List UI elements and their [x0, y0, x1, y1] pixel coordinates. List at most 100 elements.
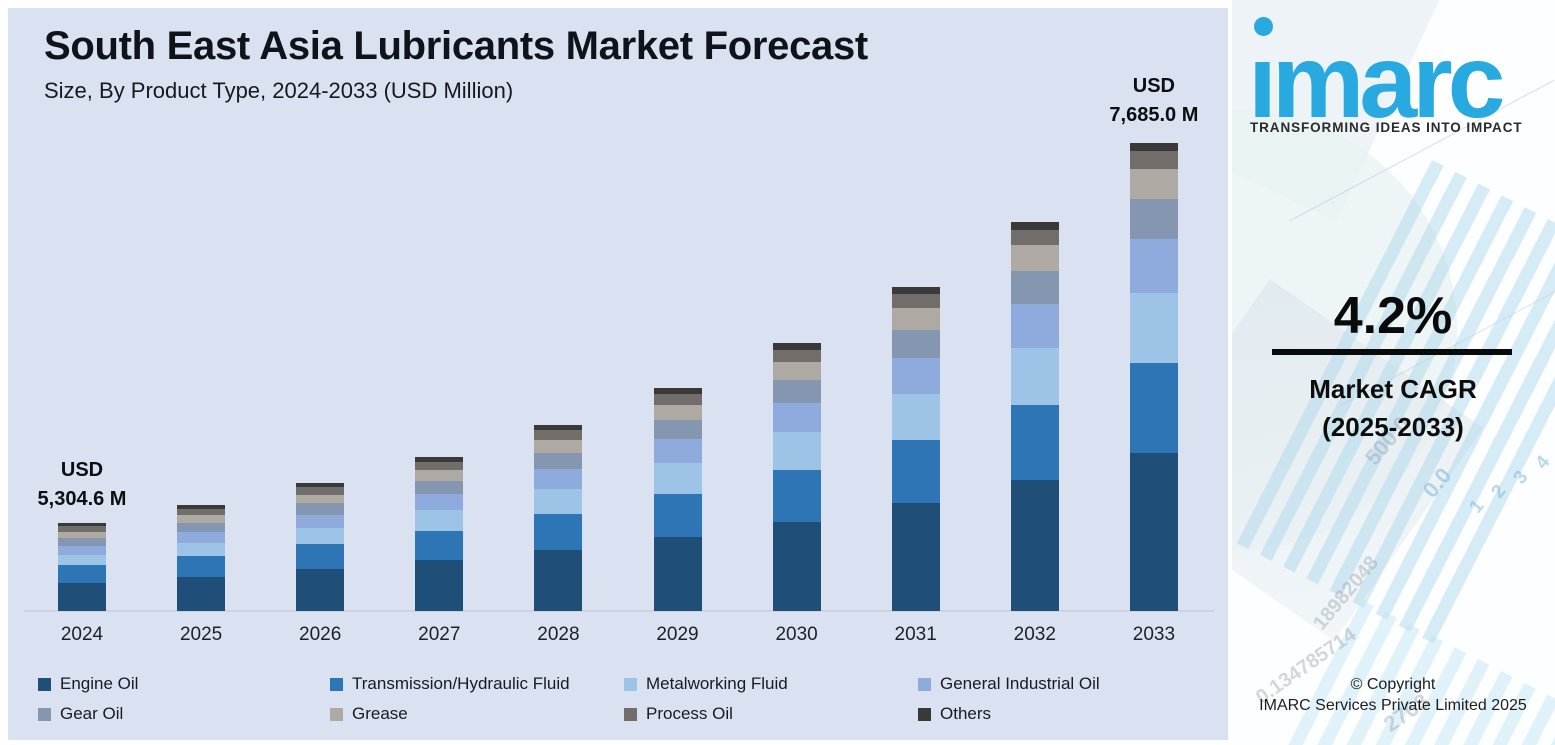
- segment-grease: [177, 515, 226, 523]
- bar-2033: [1129, 143, 1178, 611]
- segment-process-oil: [296, 487, 345, 495]
- segment-process-oil: [1129, 151, 1178, 169]
- legend-label: Metalworking Fluid: [646, 674, 788, 693]
- segment-metalworking-fluid: [534, 488, 583, 514]
- segment-engine-oil: [1010, 480, 1059, 611]
- bar-2024: [58, 523, 106, 611]
- segment-process-oil: [1010, 229, 1059, 246]
- x-tick-2032: 2032: [1013, 624, 1056, 645]
- bar-2027: [415, 457, 464, 611]
- segment-gear-oil: [1010, 270, 1059, 305]
- legend-swatch-others: [918, 707, 931, 721]
- segment-process-oil: [772, 349, 821, 363]
- segment-metalworking-fluid: [772, 432, 821, 471]
- segment-others: [534, 425, 583, 431]
- x-tick-2025: 2025: [179, 624, 223, 645]
- bar-2032: [1010, 222, 1059, 611]
- segment-transmission-hydraulic-fluid: [177, 556, 226, 577]
- segment-gear-oil: [534, 452, 583, 469]
- legend-swatch-process-oil: [624, 707, 637, 721]
- segment-engine-oil: [772, 521, 821, 611]
- segment-transmission-hydraulic-fluid: [58, 565, 106, 583]
- legend-swatch-metalworking-fluid: [624, 677, 637, 691]
- legend-item-engine-oil: Engine Oil: [38, 669, 330, 699]
- segment-engine-oil: [296, 569, 345, 611]
- legend-item-others: Others: [918, 699, 1168, 729]
- segment-others: [415, 457, 464, 462]
- legend-label: Grease: [352, 704, 408, 723]
- segment-transmission-hydraulic-fluid: [653, 494, 702, 538]
- segment-grease: [891, 308, 940, 330]
- x-tick-2028: 2028: [537, 624, 580, 645]
- segment-process-oil: [415, 461, 464, 471]
- imarc-logo-text: ımarc: [1248, 24, 1506, 140]
- segment-transmission-hydraulic-fluid: [772, 470, 821, 522]
- segment-gear-oil: [58, 538, 106, 546]
- x-tick-2026: 2026: [299, 624, 342, 645]
- chart-subtitle: Size, By Product Type, 2024-2033 (USD Mi…: [44, 78, 514, 103]
- segment-gear-oil: [772, 379, 821, 403]
- segment-process-oil: [534, 430, 583, 441]
- segment-others: [653, 388, 702, 394]
- segment-process-oil: [653, 394, 702, 406]
- sidebar: 500.0 0.0 1 2 3 4 18982048 0.134785714 2768 ımar…: [1232, 0, 1555, 745]
- x-tick-2027: 2027: [418, 624, 461, 645]
- legend-label: Process Oil: [646, 704, 733, 723]
- segment-general-industrial-oil: [1010, 304, 1059, 349]
- bar-2029: [653, 388, 702, 611]
- segment-engine-oil: [58, 582, 106, 611]
- segment-gear-oil: [296, 503, 345, 515]
- bar-2026: [296, 483, 345, 611]
- segment-engine-oil: [415, 560, 464, 611]
- segment-process-oil: [177, 508, 226, 516]
- bar-2025: [177, 505, 226, 612]
- segment-grease: [296, 494, 345, 504]
- legend-item-gear-oil: Gear Oil: [38, 699, 330, 729]
- segment-others: [296, 483, 345, 488]
- segment-grease: [534, 440, 583, 453]
- segment-engine-oil: [1129, 452, 1178, 611]
- segment-metalworking-fluid: [177, 542, 226, 557]
- segment-transmission-hydraulic-fluid: [891, 440, 940, 503]
- x-tick-2033: 2033: [1132, 624, 1176, 645]
- segment-metalworking-fluid: [653, 463, 702, 495]
- chart-title: South East Asia Lubricants Market Foreca…: [44, 24, 868, 68]
- segment-metalworking-fluid: [296, 527, 345, 545]
- x-tick-2029: 2029: [656, 624, 699, 645]
- segment-general-industrial-oil: [772, 402, 821, 433]
- segment-transmission-hydraulic-fluid: [534, 513, 583, 550]
- x-tick-2024: 2024: [60, 624, 104, 645]
- segment-transmission-hydraulic-fluid: [296, 544, 345, 570]
- segment-grease: [653, 405, 702, 420]
- segment-others: [772, 343, 821, 350]
- segment-grease: [1129, 168, 1178, 200]
- segment-metalworking-fluid: [1129, 292, 1178, 363]
- segment-gear-oil: [891, 329, 940, 358]
- legend-label: Gear Oil: [60, 704, 124, 723]
- x-tick-2031: 2031: [894, 624, 937, 645]
- legend-item-grease: Grease: [330, 699, 624, 729]
- legend-swatch-engine-oil: [38, 677, 51, 691]
- cagr-period: (2025-2033): [1322, 412, 1464, 442]
- legend-swatch-general-industrial-oil: [918, 677, 931, 691]
- legend-item-transmission-hydraulic-fluid: Transmission/Hydraulic Fluid: [330, 669, 624, 699]
- segment-grease: [58, 532, 106, 539]
- segment-transmission-hydraulic-fluid: [1129, 362, 1178, 453]
- copyright-line2: IMARC Services Private Limited 2025: [1259, 697, 1527, 714]
- segment-others: [1010, 222, 1059, 230]
- legend-item-process-oil: Process Oil: [624, 699, 918, 729]
- segment-general-industrial-oil: [296, 514, 345, 528]
- bar-2030: [772, 343, 821, 611]
- segment-metalworking-fluid: [58, 554, 106, 566]
- segment-gear-oil: [177, 522, 226, 532]
- segment-engine-oil: [177, 576, 226, 612]
- legend-item-metalworking-fluid: Metalworking Fluid: [624, 669, 918, 699]
- legend-label: General Industrial Oil: [940, 674, 1100, 693]
- copyright-line1: © Copyright: [1350, 676, 1436, 693]
- segment-general-industrial-oil: [1129, 239, 1178, 293]
- segment-others: [58, 523, 106, 527]
- logo-tagline: TRANSFORMING IDEAS INTO IMPACT: [1250, 120, 1523, 135]
- value-label-2033: USD 7,685.0 M: [1109, 75, 1199, 126]
- segment-general-industrial-oil: [534, 468, 583, 489]
